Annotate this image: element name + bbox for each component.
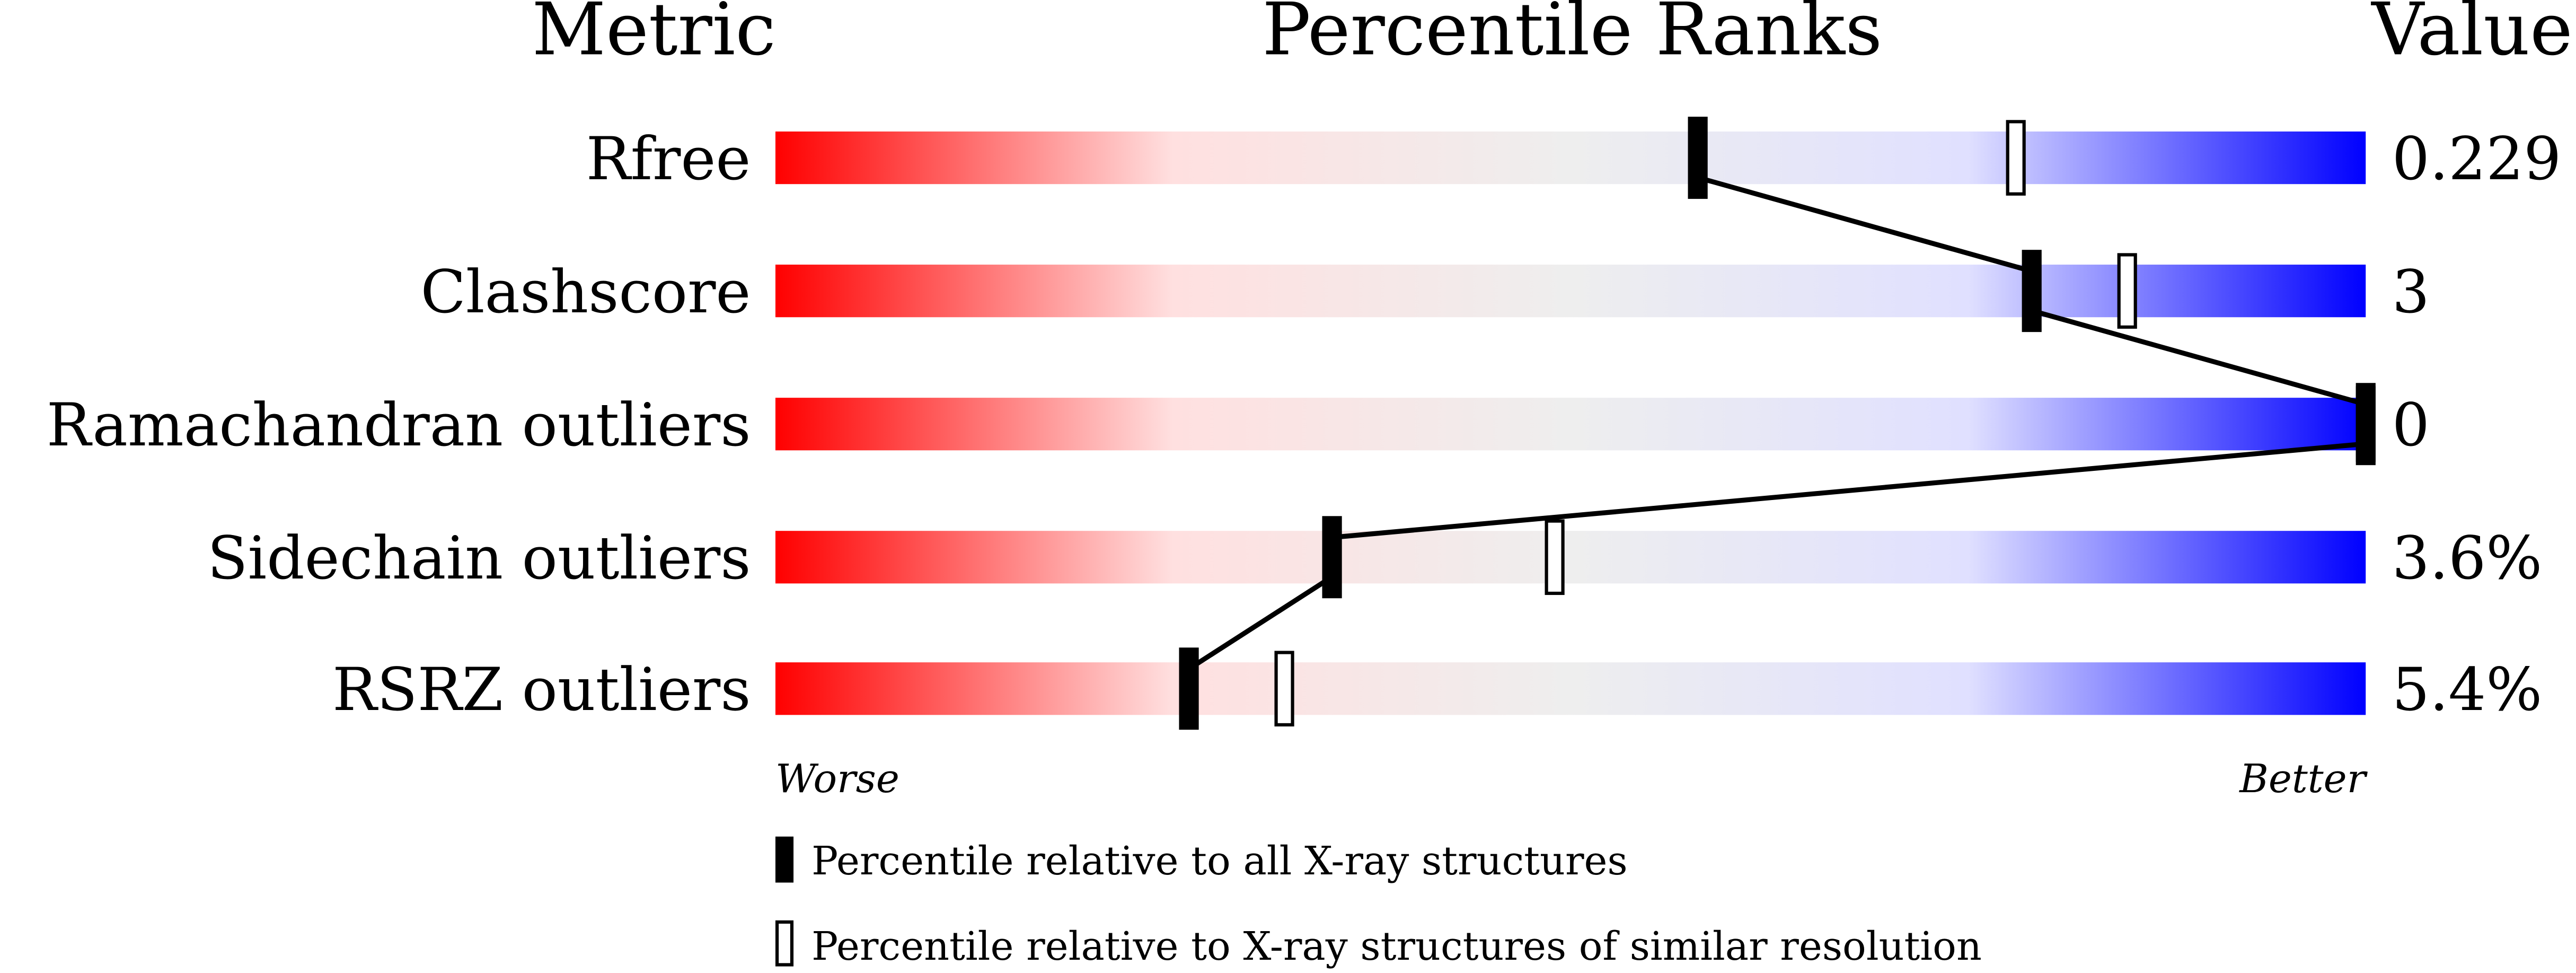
metric-label: Ramachandran outliers	[47, 391, 751, 460]
marker-similar-resolution	[1274, 651, 1294, 727]
legend-label-similar: Percentile relative to X-ray structures …	[811, 923, 1982, 969]
metric-label: Clashscore	[420, 258, 751, 327]
legend-open-marker-icon	[775, 920, 794, 967]
legend-label-all: Percentile relative to all X-ray structu…	[811, 838, 1628, 884]
legend-filled-marker-icon	[775, 836, 794, 883]
percentile-bar	[775, 531, 2366, 584]
metric-label: Rfree	[586, 125, 751, 194]
percentile-bar	[775, 398, 2366, 451]
marker-all-structures	[1688, 117, 1708, 199]
metric-value: 3.6%	[2392, 524, 2542, 593]
better-label: Better	[2238, 756, 2368, 802]
percentile-bar	[775, 265, 2366, 318]
marker-similar-resolution	[1545, 519, 1565, 595]
connector-line	[1331, 441, 2366, 540]
metric-label: RSRZ outliers	[332, 655, 751, 724]
marker-similar-resolution	[2117, 253, 2137, 329]
metric-value: 5.4%	[2392, 655, 2542, 724]
metric-value: 0.229	[2392, 125, 2561, 194]
marker-all-structures	[1322, 516, 1342, 599]
percentile-bar	[775, 132, 2366, 185]
header-percentile-ranks: Percentile Ranks	[1262, 0, 1882, 72]
metric-value: 3	[2392, 258, 2430, 327]
header-value: Value	[2370, 0, 2572, 72]
connector-line	[1697, 175, 2033, 274]
percentile-bar	[775, 662, 2366, 715]
worse-label: Worse	[775, 756, 899, 802]
connector-line	[1187, 575, 1334, 671]
connector-line	[2031, 308, 2367, 407]
marker-all-structures	[2356, 383, 2376, 466]
header-metric: Metric	[532, 0, 775, 72]
marker-all-structures	[2022, 250, 2042, 332]
marker-all-structures	[1179, 647, 1199, 730]
metric-value: 0	[2392, 391, 2430, 460]
metric-label: Sidechain outliers	[207, 524, 751, 593]
marker-similar-resolution	[2006, 120, 2026, 196]
